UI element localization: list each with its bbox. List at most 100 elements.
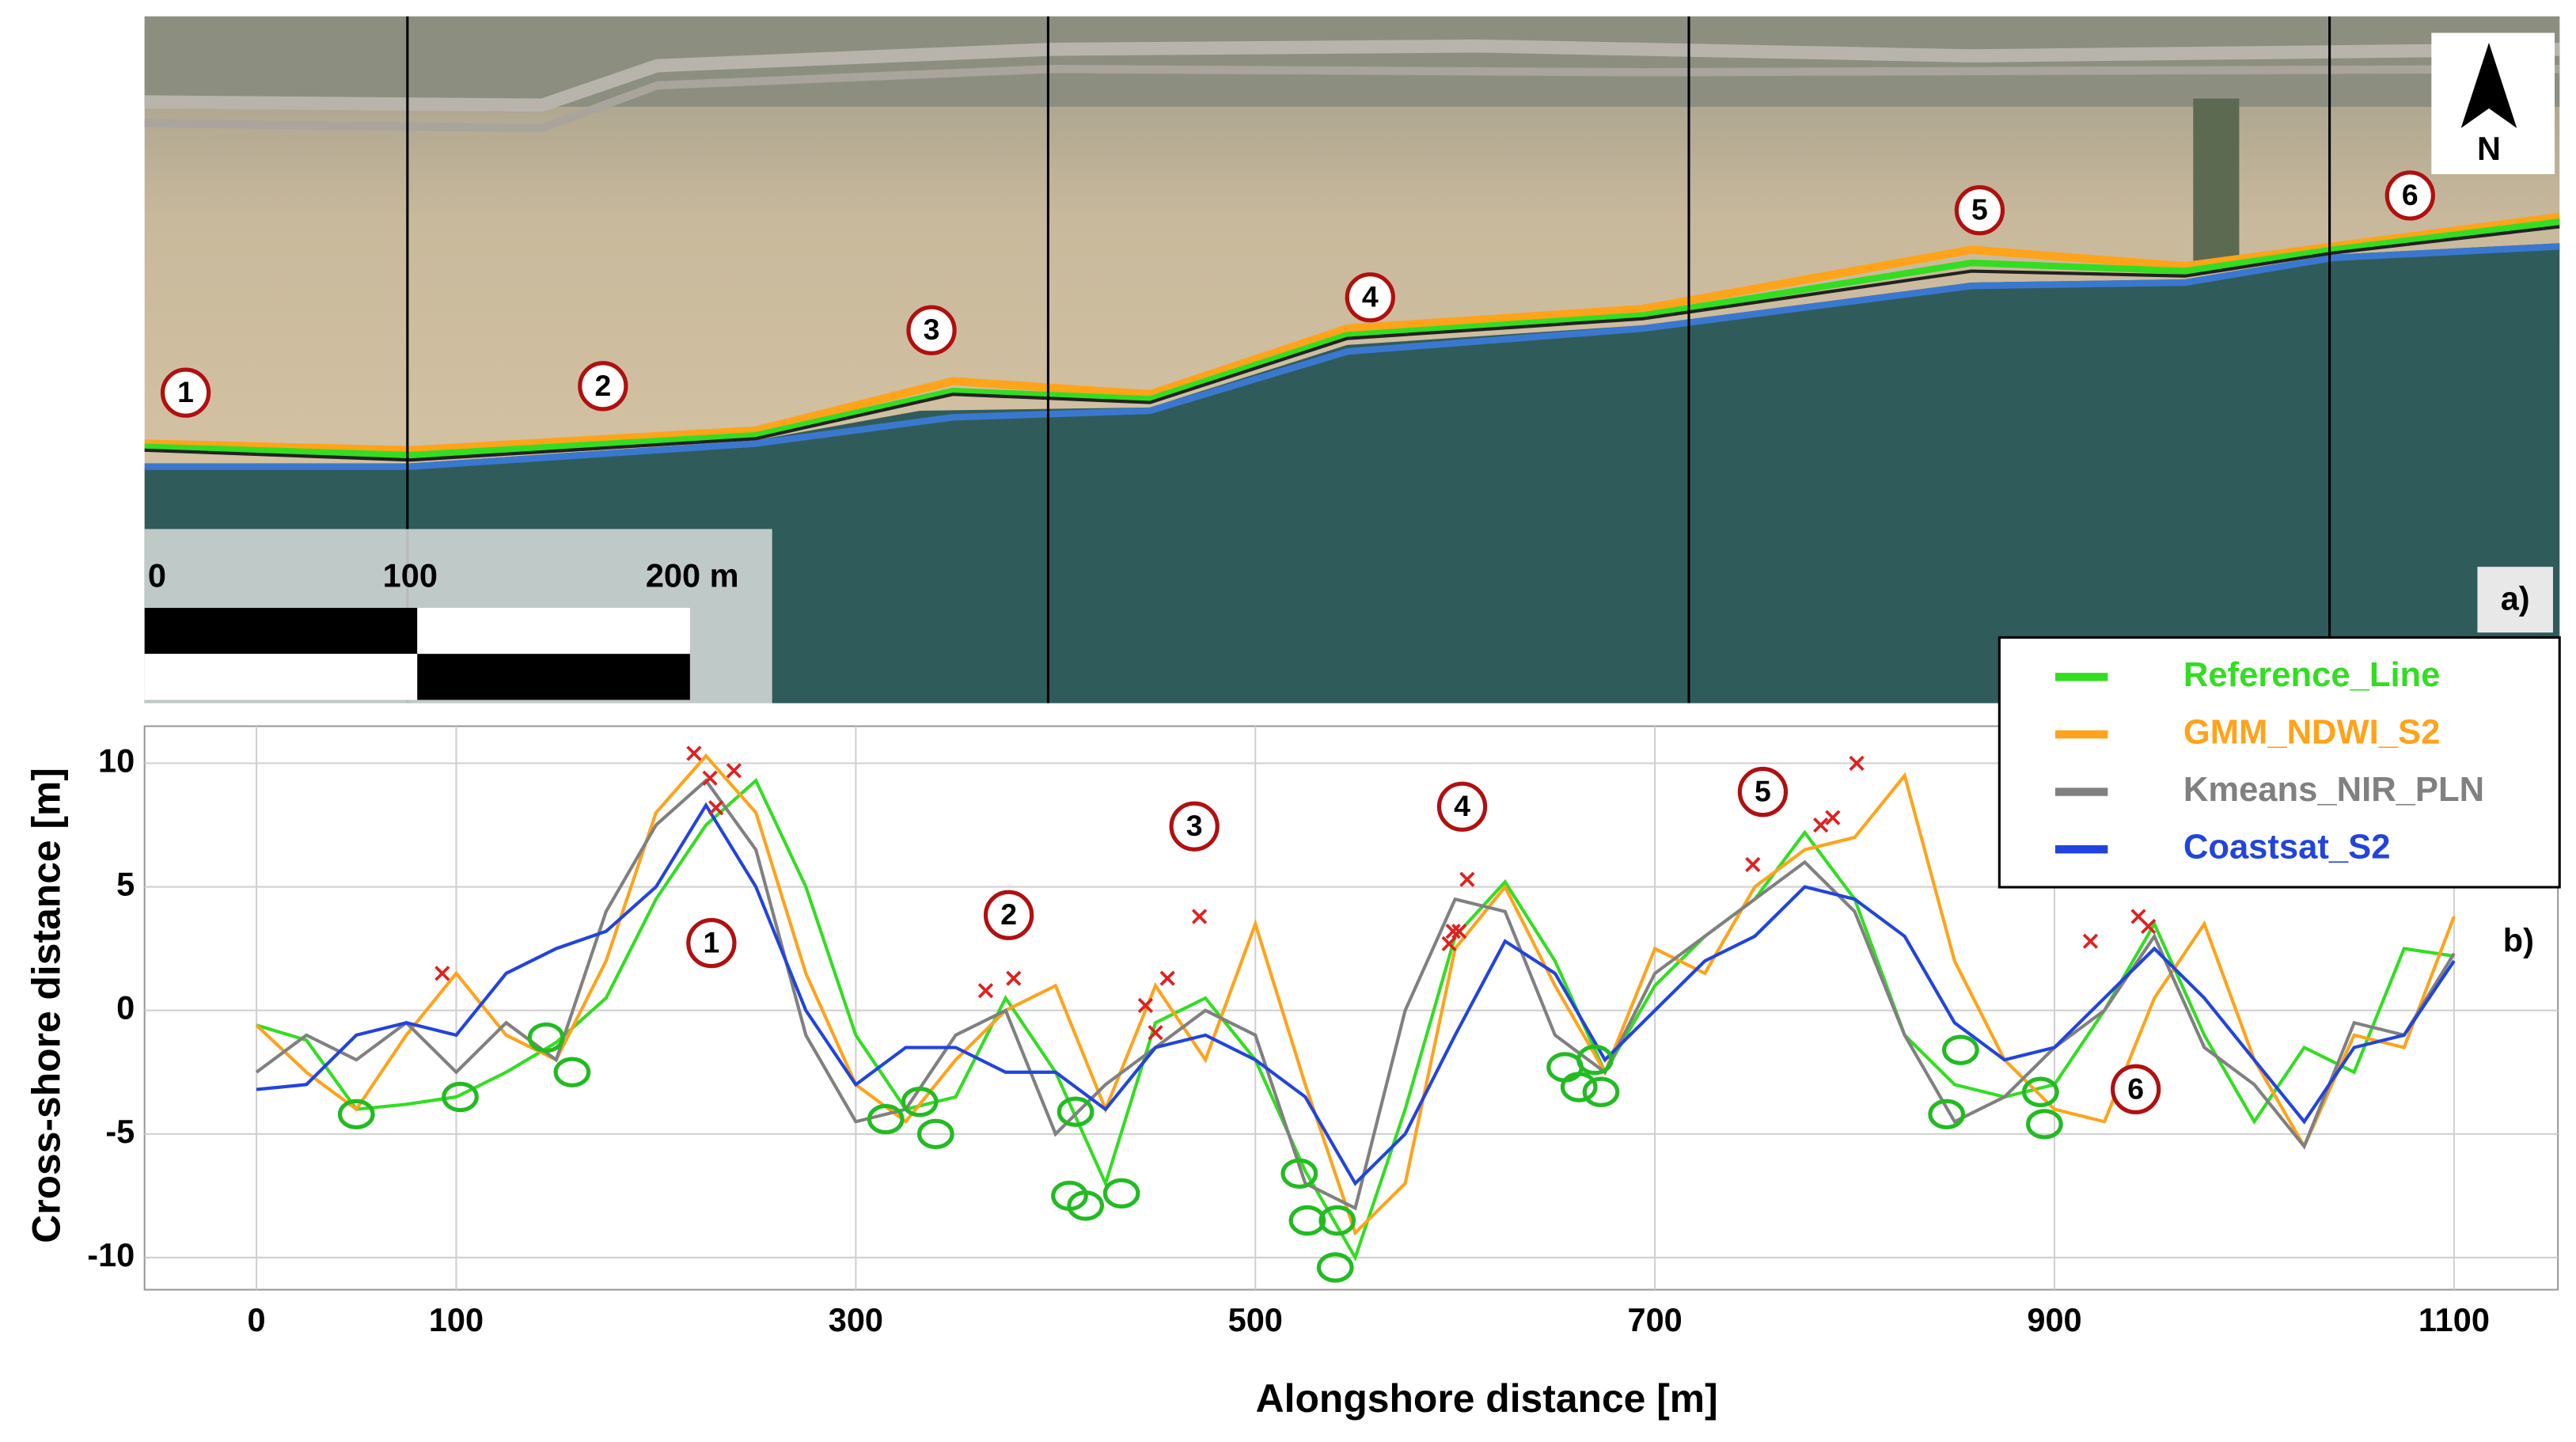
error-marker: [1006, 970, 1022, 986]
error-marker: [1745, 856, 1761, 873]
label-circle: [983, 890, 1034, 940]
x-axis-title: Alongshore distance [m]: [1256, 1376, 1718, 1421]
error-marker: [1137, 997, 1154, 1014]
scale-block: [417, 654, 690, 700]
error-marker: [434, 966, 450, 981]
x-tick-label: 500: [1228, 1301, 1283, 1338]
road: [144, 64, 2560, 133]
circled-label: 3: [924, 313, 940, 346]
circled-label: 5: [1755, 775, 1771, 808]
reference-marker: [1067, 1190, 1105, 1221]
label-circle: [2110, 1064, 2161, 1114]
label-circle: [578, 361, 628, 412]
photo-labels: 1 2 3 4 5 6: [160, 170, 2435, 418]
shoreline: [144, 212, 2560, 454]
stream: [2193, 98, 2240, 264]
shoreline: [144, 243, 2560, 470]
error-marker: [1825, 810, 1841, 825]
label-circle: [906, 305, 957, 355]
x-tick-label: 1100: [2419, 1301, 2490, 1338]
road: [144, 39, 2560, 112]
error-marker: [2141, 918, 2157, 935]
series-line: [255, 753, 2456, 1236]
reference-marker: [1316, 1252, 1354, 1283]
reference-marker: [1576, 1044, 1614, 1076]
scale-label: 200 m: [646, 557, 739, 594]
circled-label: 4: [1454, 789, 1470, 822]
circled-label: 1: [703, 926, 719, 959]
error-marker: [977, 983, 994, 999]
x-tick-label: 0: [248, 1301, 266, 1338]
error-marker: [1459, 871, 1475, 887]
y-tick-label: -10: [87, 1236, 135, 1273]
scale-label: 100: [383, 557, 438, 594]
y-axis-title: Cross-shore distance [m]: [24, 768, 68, 1243]
error-marker: [702, 770, 718, 786]
y-tick-label: 0: [116, 989, 135, 1026]
x-tick-label: 700: [1628, 1301, 1683, 1338]
scale-block: [144, 654, 418, 700]
label-circle: [2384, 170, 2435, 221]
reference-marker: [916, 1118, 954, 1150]
circled-label: 2: [1000, 897, 1017, 931]
legend-label: GMM_NDWI_S2: [2183, 713, 2440, 751]
y-tick-label: 10: [98, 742, 135, 779]
error-marker: [1191, 909, 1208, 924]
circled-label: 2: [594, 369, 611, 402]
reference-marker: [1057, 1096, 1095, 1127]
urban-area: [144, 16, 2560, 107]
error-marker: [1849, 755, 1865, 772]
reference-marker: [1318, 1205, 1356, 1236]
circled-label: 1: [177, 375, 194, 408]
label-circle: [1436, 781, 1488, 832]
reference-marker: [527, 1022, 565, 1053]
reference-marker: [553, 1057, 591, 1087]
scale-block: [144, 608, 418, 655]
label-circle: [1169, 801, 1220, 852]
scale-block: [417, 608, 690, 655]
reference-marker: [2021, 1076, 2059, 1107]
legend-label: Kmeans_NIR_PLN: [2183, 771, 2484, 809]
error-marker: [1451, 924, 1467, 939]
aerial-photo: 0 100 200 m N a) 1 2 3 4 5 6: [144, 16, 2560, 704]
y-tick-label: -5: [105, 1113, 135, 1150]
north-label: N: [2477, 130, 2501, 167]
reference-marker: [1560, 1072, 1598, 1102]
series-line: [256, 777, 2455, 1262]
circled-label: 5: [1971, 193, 1988, 226]
error-marker: [2082, 933, 2099, 949]
error-marker: [1445, 924, 1461, 939]
reference-marker: [1288, 1205, 1326, 1236]
panel-label: a): [2501, 580, 2530, 617]
reference-marker: [1582, 1076, 1620, 1107]
label-circle: [1345, 272, 1395, 323]
shoreline: [144, 225, 2560, 462]
reference-marker: [1928, 1099, 1966, 1130]
reference-marker: [867, 1103, 905, 1135]
y-tick-label: 5: [116, 865, 135, 902]
scale-label: 0: [148, 557, 166, 594]
circled-label: 6: [2127, 1072, 2144, 1105]
reference-marker: [1102, 1178, 1140, 1209]
reference-marker: [2026, 1109, 2063, 1140]
series-line: [255, 778, 2456, 1211]
panel-box: [2477, 567, 2553, 633]
error-marker: [708, 799, 724, 816]
reference-marker: [337, 1099, 375, 1130]
shoreline: [144, 218, 2560, 459]
error-marker: [1813, 817, 1829, 833]
error-marker: [1441, 935, 1457, 951]
series-line: [256, 802, 2456, 1186]
label-circle: [1737, 766, 1789, 818]
x-tick-label: 300: [829, 1301, 883, 1338]
circled-label: 4: [1362, 280, 1379, 313]
reference-marker: [1942, 1034, 1979, 1065]
error-marker: [1159, 970, 1175, 986]
reference-marker: [1280, 1158, 1318, 1189]
panel-label: b): [2503, 922, 2534, 959]
north-arrow: [2460, 42, 2517, 128]
label-circle: [160, 367, 211, 418]
label-circle: [1954, 185, 2005, 236]
error-marker: [726, 763, 742, 779]
